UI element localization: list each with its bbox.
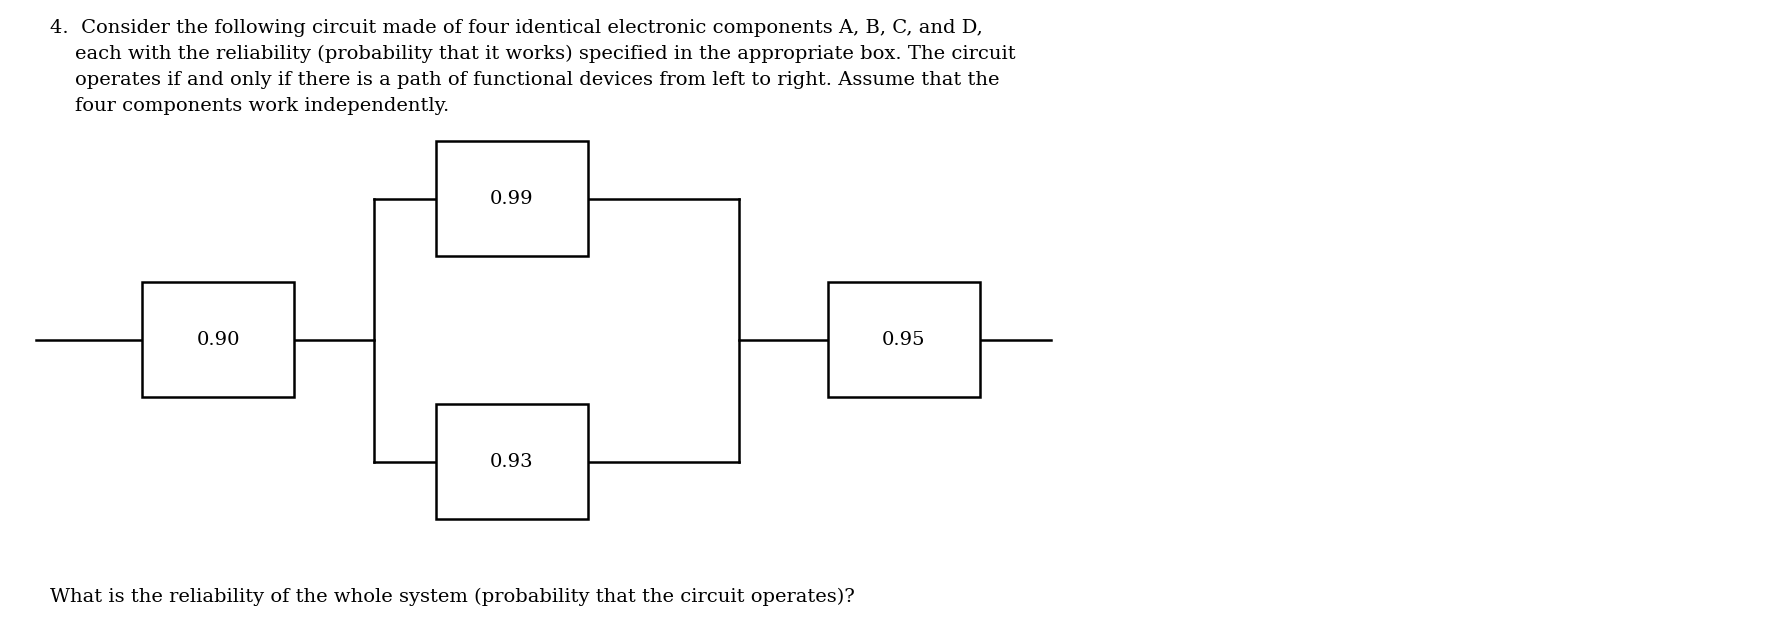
Bar (828, 282, 979, 397)
Bar (436, 141, 587, 256)
Text: 0.90: 0.90 (196, 331, 240, 349)
Text: 0.95: 0.95 (881, 331, 926, 349)
Bar (436, 404, 587, 519)
Text: What is the reliability of the whole system (probability that the circuit operat: What is the reliability of the whole sys… (50, 588, 854, 606)
Text: 0.93: 0.93 (490, 453, 534, 470)
Text: 0.99: 0.99 (490, 190, 534, 208)
Text: 4.  Consider the following circuit made of four identical electronic components : 4. Consider the following circuit made o… (50, 19, 1015, 115)
Bar (142, 282, 294, 397)
